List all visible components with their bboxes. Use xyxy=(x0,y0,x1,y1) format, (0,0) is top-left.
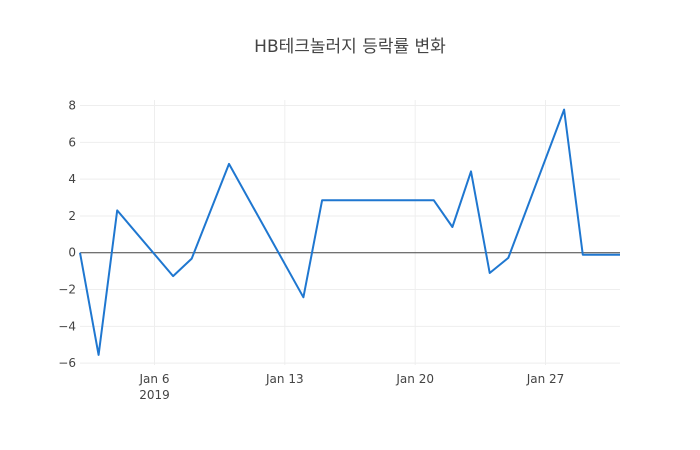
x-tick-label: Jan 27 xyxy=(526,372,565,386)
y-tick-label: −4 xyxy=(58,319,76,333)
y-tick-label: 8 xyxy=(68,99,76,113)
x-tick-label: Jan 6 xyxy=(139,372,170,386)
y-tick-label: −2 xyxy=(58,283,76,297)
y-tick-label: 4 xyxy=(68,172,76,186)
grid-lines xyxy=(80,100,620,365)
y-tick-label: 6 xyxy=(68,135,76,149)
x-axis-labels: Jan 6 2019 Jan 13 Jan 20 Jan 27 xyxy=(139,372,565,402)
y-tick-label: 0 xyxy=(68,246,76,260)
y-tick-label: 2 xyxy=(68,209,76,223)
y-axis-labels: 8 6 4 2 0 −2 −4 −6 xyxy=(58,99,76,371)
y-tick-label: −6 xyxy=(58,356,76,370)
x-tick-label: Jan 13 xyxy=(265,372,304,386)
chart-title: HB테크놀러지 등락률 변화 xyxy=(254,37,446,57)
x-tick-sublabel: 2019 xyxy=(139,388,170,402)
x-tick-label: Jan 20 xyxy=(395,372,434,386)
series-line xyxy=(79,108,620,356)
